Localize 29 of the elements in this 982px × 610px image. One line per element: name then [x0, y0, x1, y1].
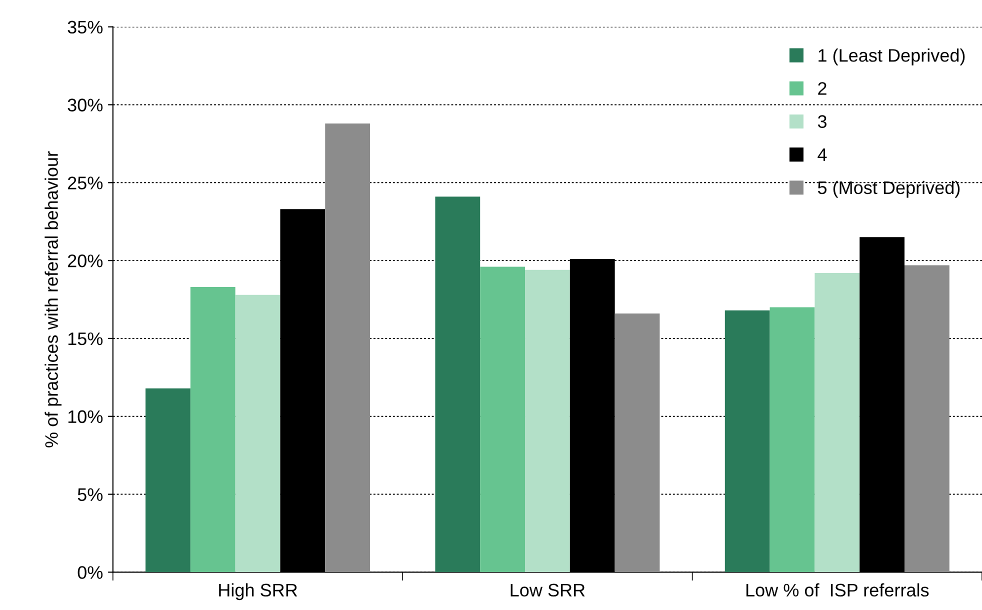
y-tick-label: 0% [78, 566, 103, 579]
bar [614, 314, 660, 572]
y-tick-label: 10% [68, 410, 103, 424]
y-tick-label: 5% [78, 488, 103, 501]
x-tick-label: Low SRR [510, 584, 585, 597]
legend-label: 3 [818, 115, 826, 128]
y-tick-label: 35% [68, 20, 103, 34]
bar [146, 388, 190, 572]
x-tick-label: High SRR [219, 583, 298, 600]
x-tick-label: Low % of ISP referrals [746, 583, 929, 597]
bar [235, 294, 280, 572]
y-axis-title: % of practices with referral behaviour [44, 151, 62, 448]
bar [904, 265, 950, 572]
bar [814, 273, 860, 572]
legend-label: 4 [818, 148, 827, 161]
bar [770, 307, 815, 572]
bar [525, 270, 570, 572]
legend-label: 1 (Least Deprived) [818, 48, 965, 66]
bar [480, 266, 526, 572]
legend-label: 5 (Most Deprived) [818, 180, 960, 198]
bar [325, 123, 370, 572]
y-tick-label: 30% [68, 98, 103, 112]
y-tick-label: 20% [68, 254, 103, 268]
legend-label: 2 [818, 82, 826, 95]
bar [724, 310, 770, 572]
bar [190, 287, 236, 572]
y-tick-label: 25% [68, 176, 103, 190]
y-tick-label: 15% [68, 332, 103, 346]
bar [435, 196, 480, 572]
